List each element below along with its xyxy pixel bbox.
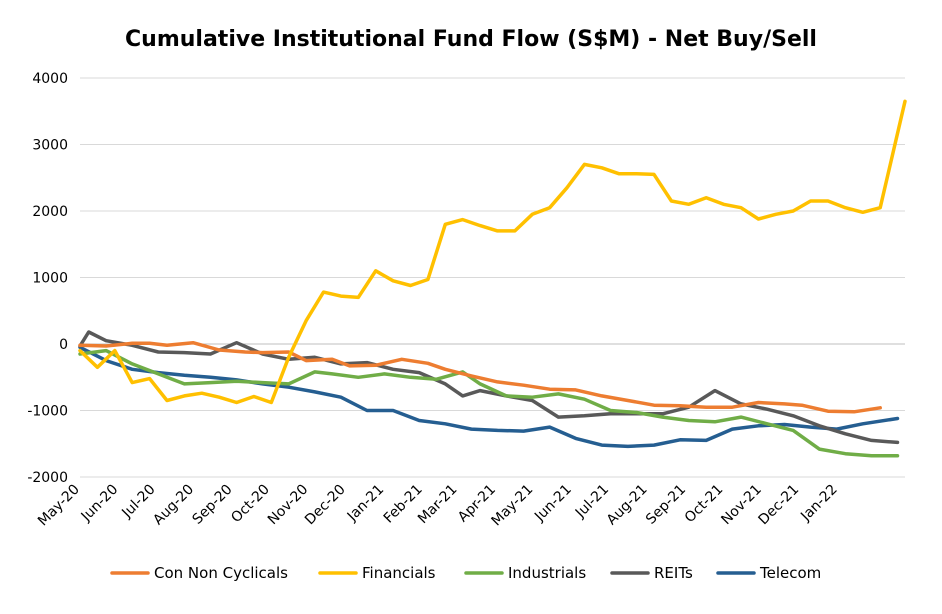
- x-tick-label: May-21: [489, 482, 537, 530]
- y-tick-label: 4000: [32, 71, 68, 87]
- series-line-industrials: [78, 348, 900, 458]
- y-tick-label: -2000: [27, 470, 68, 486]
- series-lines: [78, 99, 907, 458]
- x-tick-label: Nov-21: [718, 482, 765, 529]
- series-line-telecom: [78, 345, 900, 449]
- series-line-reits: [78, 330, 900, 445]
- y-tick-label: 0: [59, 337, 68, 353]
- x-tick-labels: May-20Jun-20Jul-20Aug-20Sep-20Oct-20Nov-…: [35, 482, 841, 530]
- gridlines: [80, 77, 905, 478]
- x-tick-label: Mar-21: [415, 482, 461, 528]
- legend-label: Telecom: [759, 564, 821, 582]
- x-tick-label: Sep-21: [643, 482, 689, 528]
- legend-label: Financials: [362, 564, 436, 582]
- x-tick-label: Sep-20: [190, 482, 236, 528]
- x-tick-label: Jun-21: [531, 482, 575, 526]
- x-tick-label: Jun-20: [78, 482, 122, 526]
- legend: Con Non Cyclicals Financials Industrials RE…: [110, 564, 821, 582]
- legend-label: Industrials: [508, 564, 586, 582]
- y-tick-label: -1000: [27, 404, 68, 420]
- series-line-financials: [78, 99, 907, 405]
- y-tick-label: 1000: [32, 271, 68, 287]
- x-tick-label: Jan-21: [344, 482, 387, 525]
- chart-title: Cumulative Institutional Fund Flow (S$M)…: [125, 27, 817, 52]
- x-tick-label: Aug-21: [604, 482, 651, 529]
- y-tick-label: 2000: [32, 204, 68, 220]
- x-tick-label: Aug-20: [150, 482, 197, 529]
- x-tick-label: Nov-20: [265, 482, 312, 529]
- x-tick-label: Jan-22: [797, 482, 840, 525]
- y-axis: 4000 3000 2000 1000 0 -1000 -2000: [27, 71, 68, 486]
- series-line-con-non-cyclicals: [78, 340, 882, 414]
- x-tick-label: May-20: [35, 482, 83, 530]
- x-tick-label: Dec-20: [302, 482, 349, 529]
- legend-label: Con Non Cyclicals: [154, 564, 288, 582]
- y-tick-label: 3000: [32, 138, 68, 154]
- x-tick-label: Dec-21: [756, 482, 803, 529]
- legend-label: REITs: [654, 564, 693, 582]
